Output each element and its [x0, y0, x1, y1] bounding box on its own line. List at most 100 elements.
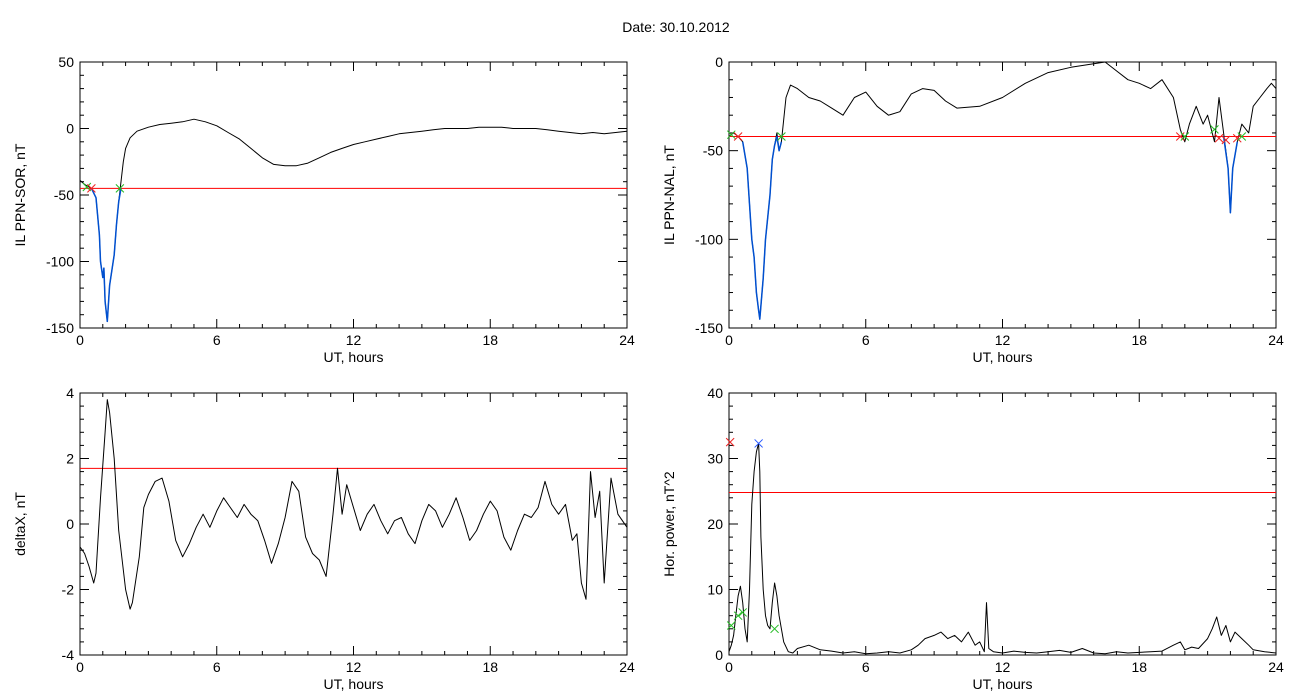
marker-stroke: [754, 439, 763, 448]
marker-stroke: [726, 130, 736, 140]
event-marker-end: [1175, 132, 1185, 141]
y-tick-label: 2: [66, 451, 74, 467]
marker-stroke: [726, 621, 736, 630]
marker-stroke: [1237, 132, 1247, 141]
y-tick-label: 40: [707, 385, 723, 401]
x-tick-label: 18: [1131, 332, 1147, 348]
marker-stroke: [725, 437, 735, 447]
x-tick-label: 6: [213, 332, 221, 348]
event-marker-end: [87, 183, 96, 193]
event-marker-start: [738, 608, 748, 617]
event-series-line: [90, 187, 122, 323]
signal-series-line: [728, 442, 1277, 655]
signal-series-line: [728, 61, 1277, 320]
x-tick-label: 24: [619, 659, 635, 675]
y-tick-label: 0: [715, 647, 723, 663]
signal-series-line: [79, 118, 628, 322]
y-tick-label: 0: [66, 121, 74, 137]
event-marker-start: [115, 183, 125, 193]
x-tick-label: 18: [482, 332, 498, 348]
event-marker-end: [725, 437, 735, 447]
event-marker-start: [726, 130, 736, 140]
event-marker-start: [1180, 132, 1190, 141]
y-tick-label: -100: [46, 254, 74, 270]
y-tick-label: 4: [66, 385, 74, 401]
y-tick-label: -150: [695, 320, 723, 336]
chart-panel-nal: 0 6 12 18 24 -150 -100 -50 0 UT, hours IL PPN-NAL,…: [661, 54, 1284, 365]
x-tick-label: 12: [346, 659, 362, 675]
marker-stroke: [770, 624, 779, 634]
marker-stroke: [82, 182, 92, 192]
x-axis-label: UT, hours: [973, 676, 1033, 692]
marker-stroke: [1180, 132, 1190, 141]
x-tick-label: 6: [862, 659, 870, 675]
event-marker-end: [1232, 133, 1242, 143]
y-tick-label: 30: [707, 451, 723, 467]
x-tick-label: 0: [76, 659, 84, 675]
event-series-line: [1222, 136, 1239, 214]
marker-stroke: [738, 608, 748, 617]
x-axis-label: UT, hours: [973, 349, 1033, 365]
y-tick-label: -50: [54, 187, 74, 203]
marker-stroke: [1210, 125, 1219, 134]
x-tick-label: 12: [995, 332, 1011, 348]
y-tick-label: -150: [46, 320, 74, 336]
event-marker-end: [1221, 135, 1231, 145]
event-marker-start: [777, 132, 786, 141]
signal-series-line: [79, 399, 628, 610]
y-tick-label: 10: [707, 582, 723, 598]
x-axis-label: UT, hours: [324, 349, 384, 365]
marker-stroke: [87, 183, 96, 193]
event-marker-start: [1237, 132, 1247, 141]
y-tick-label: -50: [703, 143, 723, 159]
y-tick-label: 0: [715, 54, 723, 70]
event-marker-start: [733, 611, 743, 621]
y-tick-label: 20: [707, 516, 723, 532]
event-marker-end: [1214, 133, 1224, 143]
y-tick-label: -2: [62, 582, 75, 598]
event-series-line: [741, 135, 783, 320]
marker-stroke: [1175, 132, 1185, 141]
plot-frame: [728, 61, 1277, 329]
x-tick-label: 0: [725, 659, 733, 675]
y-tick-label: 50: [58, 54, 74, 70]
marker-stroke: [115, 183, 125, 193]
y-tick-label: 0: [66, 516, 74, 532]
x-tick-label: 12: [995, 659, 1011, 675]
y-tick-label: -100: [695, 231, 723, 247]
event-marker-start: [726, 621, 736, 630]
marker-stroke: [1221, 135, 1231, 145]
page-title: Date: 30.10.2012: [622, 19, 730, 35]
plot-frame: [79, 61, 628, 329]
marker-stroke: [733, 611, 743, 621]
y-tick-label: -4: [62, 647, 75, 663]
y-axis-label: Hor. power, nT^2: [661, 471, 677, 577]
marker-stroke: [1232, 133, 1242, 143]
y-axis-label: deltaX, nT: [12, 492, 28, 556]
x-tick-label: 24: [1268, 659, 1284, 675]
x-axis-label: UT, hours: [324, 676, 384, 692]
x-tick-label: 24: [619, 332, 635, 348]
event-marker-peak: [754, 439, 763, 448]
x-tick-label: 0: [725, 332, 733, 348]
x-tick-label: 18: [482, 659, 498, 675]
event-marker-start: [1210, 125, 1219, 134]
x-tick-label: 12: [346, 332, 362, 348]
event-marker-end: [733, 132, 743, 141]
y-axis-label: IL PPN-SOR, nT: [12, 143, 28, 246]
marker-stroke: [733, 132, 743, 141]
marker-stroke: [777, 132, 786, 141]
chart-panel-power: 0 6 12 18 24 0 10 20 30 40 UT, hours Hor. power, nT…: [661, 385, 1284, 692]
x-tick-label: 0: [76, 332, 84, 348]
x-tick-label: 18: [1131, 659, 1147, 675]
marker-stroke: [1214, 133, 1224, 143]
x-tick-label: 6: [862, 332, 870, 348]
plot-frame: [728, 392, 1277, 656]
y-axis-label: IL PPN-NAL, nT: [661, 145, 677, 245]
chart-panel-sor: 0 6 12 18 24 -150 -100 -50 0 50 UT, hours IL PPN-SO…: [12, 54, 635, 365]
plot-frame: [79, 392, 628, 656]
x-tick-label: 24: [1268, 332, 1284, 348]
event-marker-start: [770, 624, 779, 634]
